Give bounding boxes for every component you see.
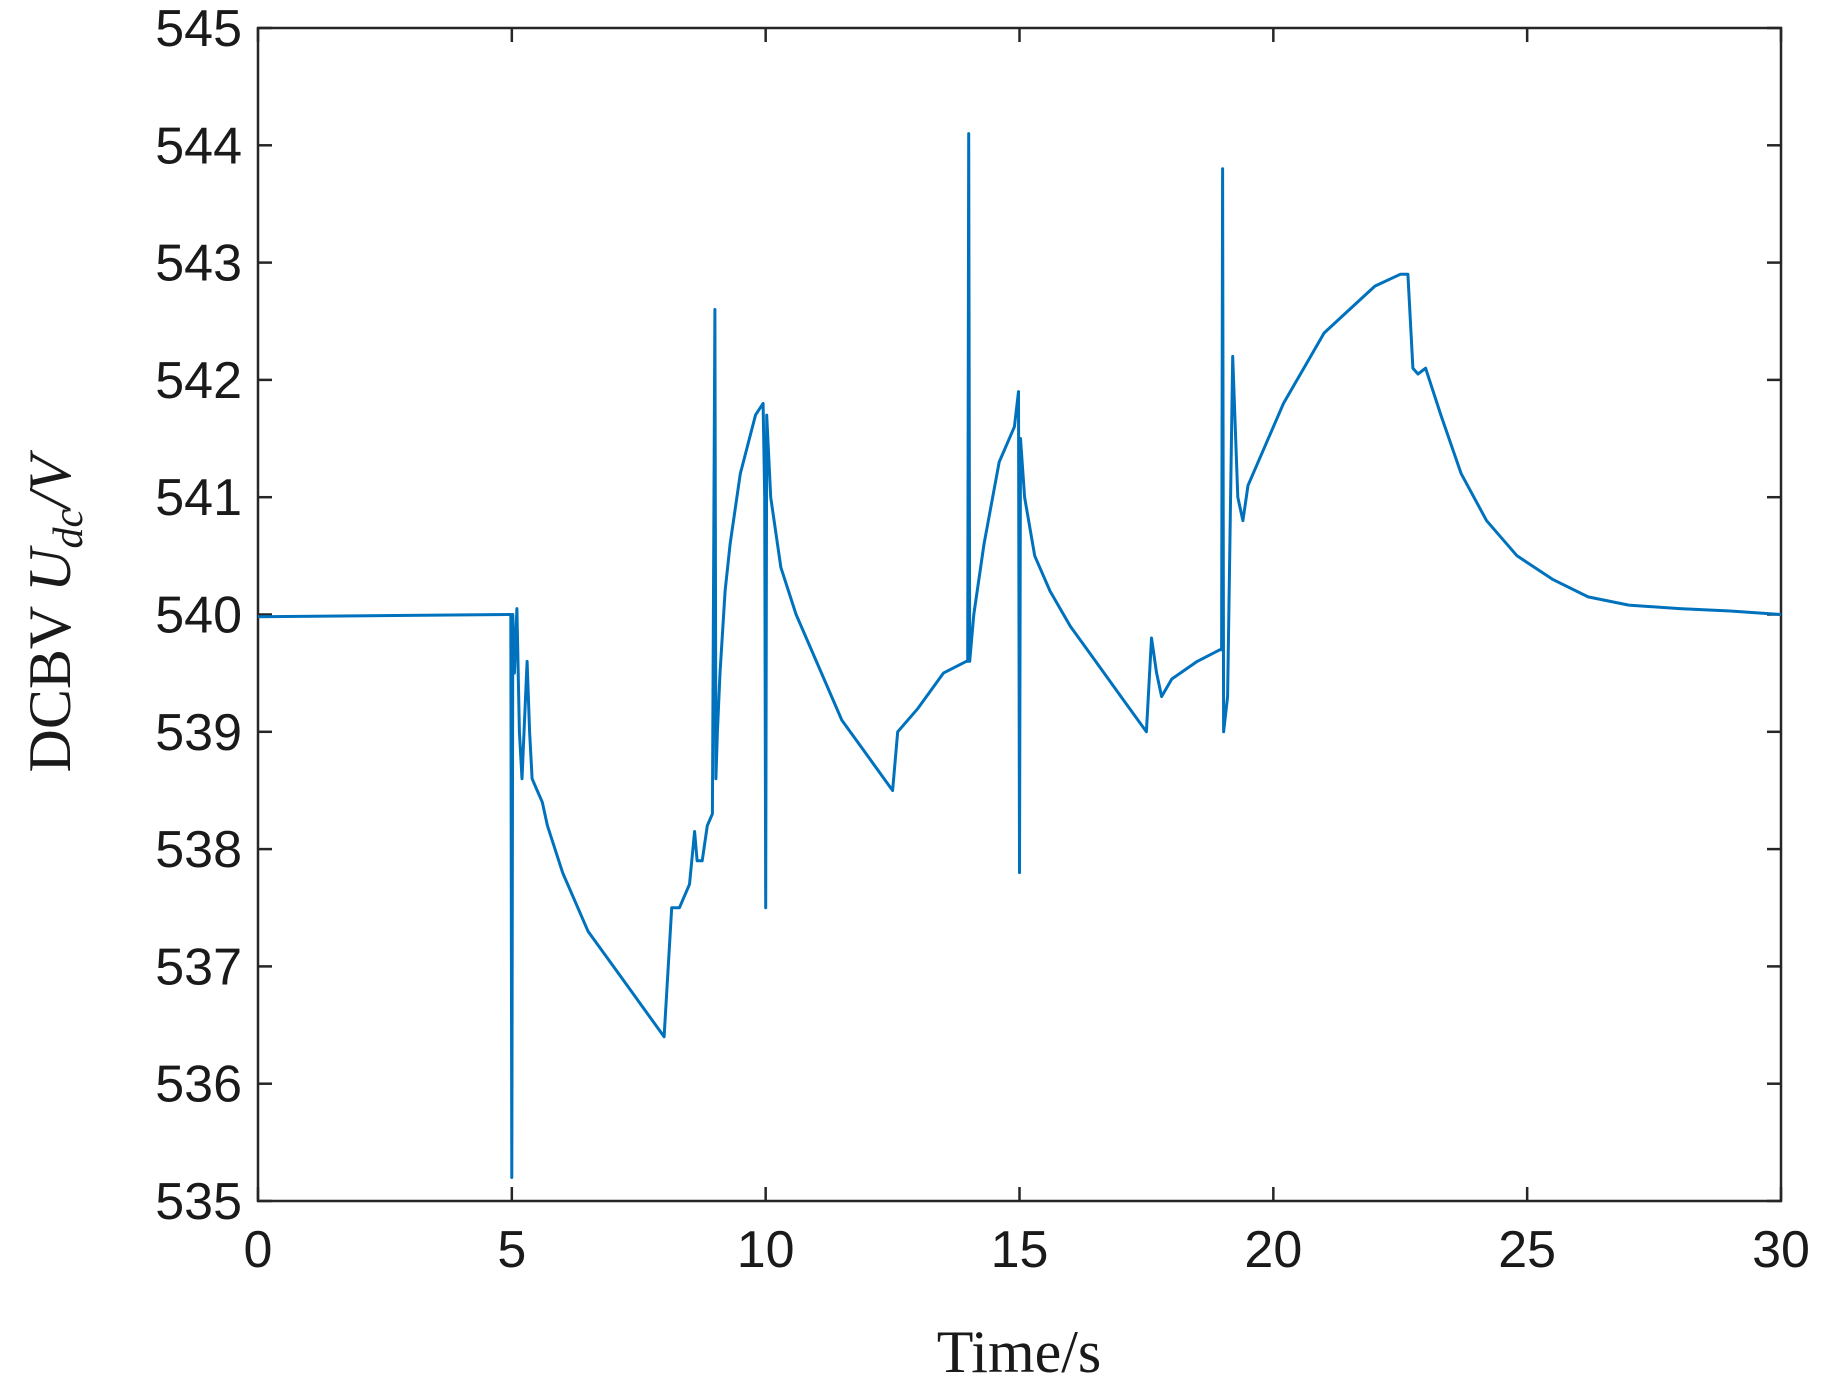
y-tick-label: 539 [155,704,242,762]
y-axis-title-prefix: DCBV [17,592,83,773]
y-tick-label: 544 [155,117,242,175]
y-tick-label: 537 [155,938,242,996]
x-axis-title: Time/s [937,1319,1102,1385]
x-tick-label: 30 [1752,1221,1810,1279]
x-tick-label: 10 [737,1221,795,1279]
y-tick-label: 540 [155,587,242,645]
x-tick-label: 15 [991,1221,1049,1279]
y-tick-label: 536 [155,1056,242,1114]
x-tick-labels: 0 5 10 15 20 25 30 [244,1221,1810,1279]
y-tick-label: 538 [155,821,242,879]
x-tick-label: 20 [1244,1221,1302,1279]
y-tick-label: 543 [155,235,242,293]
x-tick-label: 25 [1498,1221,1556,1279]
y-axis-title: DCBV Udc/V [17,449,92,772]
y-tick-label: 541 [155,469,242,527]
y-tick-labels: 535 536 537 538 539 540 541 542 543 544 545 [155,0,242,1231]
y-axis-title-variable: U [17,545,83,592]
x-tick-label: 5 [497,1221,526,1279]
y-axis-title-subscript: dc [46,509,92,549]
y-tick-label: 545 [155,0,242,58]
axis-ticks [256,26,1783,1203]
y-tick-label: 535 [155,1173,242,1231]
series-line [257,132,1782,1179]
y-axis-title-unit: /V [17,449,83,512]
x-tick-label: 0 [244,1221,273,1279]
y-tick-label: 542 [155,352,242,410]
